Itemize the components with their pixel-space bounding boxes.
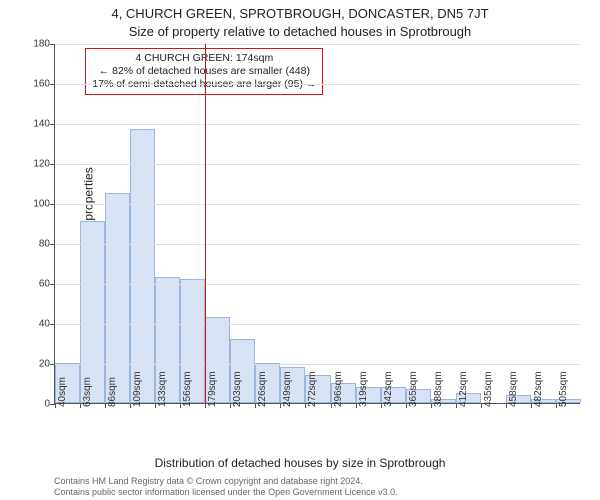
x-tick-label: 203sqm (232, 371, 243, 407)
x-tick-label: 86sqm (107, 377, 118, 407)
x-tick-mark (130, 403, 131, 408)
x-tick-mark (331, 403, 332, 408)
x-tick-mark (531, 403, 532, 408)
x-tick-label: 505sqm (558, 371, 569, 407)
x-tick-mark (105, 403, 106, 408)
x-tick-mark (556, 403, 557, 408)
x-tick-label: 40sqm (57, 377, 68, 407)
gridline (55, 84, 580, 85)
x-tick-label: 109sqm (132, 371, 143, 407)
y-tick-label: 0 (44, 399, 55, 410)
title-subtitle: Size of property relative to detached ho… (0, 24, 600, 39)
gridline (55, 244, 580, 245)
title-address: 4, CHURCH GREEN, SPROTBROUGH, DONCASTER,… (0, 6, 600, 21)
histogram-bar (80, 221, 105, 403)
bars-layer (55, 44, 580, 403)
gridline (55, 324, 580, 325)
x-tick-label: 435sqm (483, 371, 494, 407)
x-tick-label: 296sqm (333, 371, 344, 407)
plot-area: 4 CHURCH GREEN: 174sqm ← 82% of detached… (54, 44, 580, 404)
x-tick-label: 249sqm (282, 371, 293, 407)
x-tick-mark (80, 403, 81, 408)
x-tick-label: 365sqm (408, 371, 419, 407)
x-tick-mark (381, 403, 382, 408)
x-tick-label: 342sqm (383, 371, 394, 407)
x-axis-label: Distribution of detached houses by size … (0, 456, 600, 470)
x-tick-label: 272sqm (307, 371, 318, 407)
x-tick-label: 133sqm (157, 371, 168, 407)
x-tick-mark (431, 403, 432, 408)
x-tick-label: 179sqm (207, 371, 218, 407)
x-tick-mark (406, 403, 407, 408)
x-tick-label: 412sqm (458, 371, 469, 407)
footer-line1: Contains HM Land Registry data © Crown c… (54, 476, 363, 486)
gridline (55, 364, 580, 365)
x-tick-label: 319sqm (358, 371, 369, 407)
y-tick-label: 160 (33, 79, 55, 90)
x-tick-mark (55, 403, 56, 408)
chart-container: 4, CHURCH GREEN, SPROTBROUGH, DONCASTER,… (0, 0, 600, 500)
y-tick-label: 60 (39, 279, 55, 290)
x-tick-mark (481, 403, 482, 408)
gridline (55, 284, 580, 285)
gridline (55, 204, 580, 205)
x-tick-mark (506, 403, 507, 408)
gridline (55, 164, 580, 165)
y-tick-label: 120 (33, 159, 55, 170)
x-tick-label: 226sqm (257, 371, 268, 407)
histogram-bar (105, 193, 130, 403)
x-tick-mark (456, 403, 457, 408)
histogram-bar (130, 129, 155, 403)
y-tick-label: 40 (39, 319, 55, 330)
x-tick-label: 63sqm (82, 377, 93, 407)
y-tick-label: 140 (33, 119, 55, 130)
x-tick-label: 156sqm (182, 371, 193, 407)
y-tick-label: 100 (33, 199, 55, 210)
gridline (55, 124, 580, 125)
y-tick-label: 180 (33, 39, 55, 50)
footer-line2: Contains public sector information licen… (54, 487, 398, 497)
y-tick-label: 20 (39, 359, 55, 370)
x-tick-label: 458sqm (508, 371, 519, 407)
gridline (55, 44, 580, 45)
x-tick-mark (356, 403, 357, 408)
x-tick-label: 482sqm (533, 371, 544, 407)
reference-line (205, 44, 206, 403)
y-tick-label: 80 (39, 239, 55, 250)
x-tick-label: 388sqm (433, 371, 444, 407)
